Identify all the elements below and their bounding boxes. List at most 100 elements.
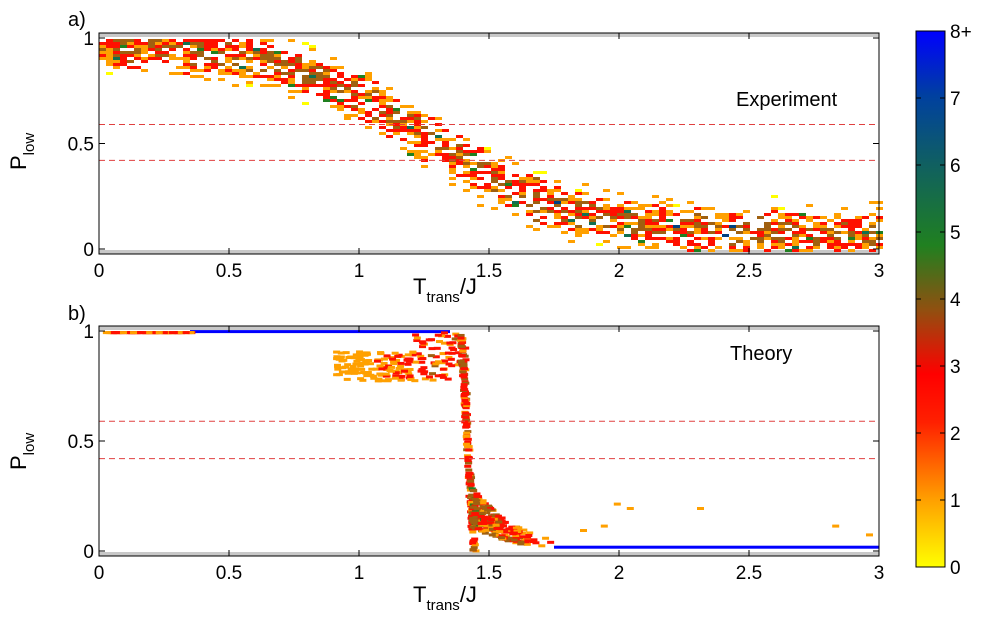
heatmap-cell xyxy=(99,48,106,51)
heatmap-cell xyxy=(428,372,436,376)
heatmap-cell xyxy=(353,359,361,363)
heatmap-cell xyxy=(448,364,456,368)
heatmap-cell xyxy=(498,516,506,520)
heatmap-cell xyxy=(470,168,477,171)
x-tick-label: 2.5 xyxy=(736,261,762,282)
heatmap-cell xyxy=(330,78,337,81)
heatmap-cell xyxy=(498,165,505,168)
heatmap-cell xyxy=(309,66,316,69)
heatmap-cell xyxy=(407,132,414,135)
heatmap-cell xyxy=(386,120,393,123)
heatmap-cell xyxy=(351,75,358,78)
heatmap-cell xyxy=(288,96,295,99)
heatmap-cell xyxy=(337,81,344,84)
heatmap-cell xyxy=(848,249,855,252)
heatmap-cell xyxy=(246,84,253,87)
heatmap-cell xyxy=(463,174,470,177)
heatmap-cell xyxy=(113,39,120,42)
heatmap-cell xyxy=(505,195,512,198)
heatmap-cell xyxy=(162,45,169,48)
heatmap-cell xyxy=(820,228,827,231)
heatmap-cell xyxy=(467,494,475,498)
heatmap-cell xyxy=(183,72,190,75)
heatmap-cell xyxy=(274,54,281,57)
heatmap-cell xyxy=(431,364,439,368)
heatmap-cell xyxy=(380,357,388,361)
heatmap-cell xyxy=(680,246,687,249)
y-axis-label-b: Plow xyxy=(6,433,38,470)
heatmap-cell xyxy=(610,216,617,219)
heatmap-cell xyxy=(372,99,379,102)
heatmap-cell xyxy=(708,207,715,210)
heatmap-cell xyxy=(365,72,372,75)
heatmap-cell xyxy=(491,177,498,180)
heatmap-cell xyxy=(848,228,855,231)
heatmap-cell xyxy=(715,222,722,225)
heatmap-cell xyxy=(414,126,421,129)
heatmap-cell xyxy=(260,39,267,42)
heatmap-cell xyxy=(110,331,118,335)
heatmap-cell xyxy=(232,39,239,42)
heatmap-cell xyxy=(575,204,582,207)
heatmap-cell xyxy=(708,249,715,252)
heatmap-cell xyxy=(442,147,449,150)
heatmap-cell xyxy=(610,210,617,213)
heatmap-cell xyxy=(127,42,134,45)
heatmap-cell xyxy=(204,63,211,66)
heatmap-cell xyxy=(414,144,421,147)
heatmap-cell xyxy=(472,515,480,519)
heatmap-cell xyxy=(173,331,181,335)
heatmap-cell xyxy=(337,102,344,105)
heatmap-cell xyxy=(589,222,596,225)
heatmap-cell xyxy=(197,51,204,54)
heatmap-cell xyxy=(204,78,211,81)
heatmap-cell xyxy=(365,78,372,81)
heatmap-cell xyxy=(407,141,414,144)
heatmap-cell xyxy=(771,237,778,240)
heatmap-cell xyxy=(652,222,659,225)
heatmap-cell xyxy=(397,364,405,368)
heatmap-cell xyxy=(575,201,582,204)
heatmap-cell xyxy=(365,99,372,102)
heatmap-cell xyxy=(500,530,508,534)
heatmap-cell xyxy=(484,147,491,150)
heatmap-cell xyxy=(204,48,211,51)
heatmap-cell xyxy=(337,90,344,93)
heatmap-cell xyxy=(834,243,841,246)
heatmap-cell xyxy=(610,213,617,216)
heatmap-cell xyxy=(799,234,806,237)
heatmap-cell xyxy=(197,45,204,48)
heatmap-cell xyxy=(855,234,862,237)
heatmap-cell xyxy=(480,519,488,523)
y-tick-label: 0.5 xyxy=(68,432,94,453)
heatmap-cell xyxy=(736,237,743,240)
heatmap-cell xyxy=(309,63,316,66)
heatmap-cell xyxy=(253,54,260,57)
heatmap-cell xyxy=(512,204,519,207)
heatmap-cell xyxy=(547,207,554,210)
heatmap-cell xyxy=(792,234,799,237)
heatmap-cell xyxy=(358,117,365,120)
heatmap-cell xyxy=(457,333,465,337)
heatmap-cell xyxy=(356,352,364,356)
heatmap-cell xyxy=(253,75,260,78)
heatmap-cell xyxy=(461,388,469,392)
x-tick-label: 2.5 xyxy=(736,563,762,584)
heatmap-cell xyxy=(417,369,425,373)
heatmap-cell xyxy=(281,72,288,75)
heatmap-cell xyxy=(225,42,232,45)
heatmap-cell xyxy=(479,499,487,503)
heatmap-cell xyxy=(120,57,127,60)
heatmap-cell xyxy=(393,108,400,111)
heatmap-cell xyxy=(316,72,323,75)
heatmap-cell xyxy=(519,183,526,186)
colorbar-ticks: 0 1 2 3 4 5 6 7 8+ xyxy=(916,22,972,579)
heatmap-cell xyxy=(638,204,645,207)
heatmap-cell xyxy=(267,45,274,48)
heatmap-cell xyxy=(400,120,407,123)
heatmap-cell xyxy=(379,96,386,99)
heatmap-cell xyxy=(463,444,471,448)
heatmap-cell xyxy=(377,352,385,356)
heatmap-cell xyxy=(295,60,302,63)
heatmap-cell xyxy=(463,422,471,426)
